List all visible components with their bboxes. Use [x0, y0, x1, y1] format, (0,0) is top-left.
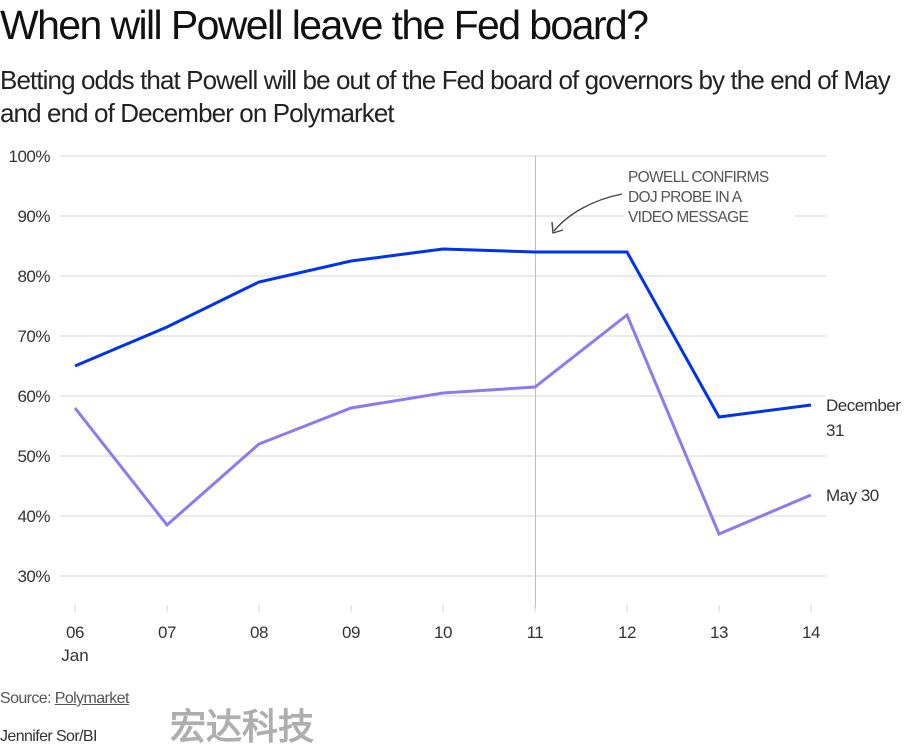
- x-tick-label: 08: [250, 623, 268, 642]
- series-label: December: [826, 396, 901, 415]
- x-tick-label: 14: [802, 623, 820, 642]
- x-tick-label: 06: [66, 623, 84, 642]
- x-tick-label: 11: [527, 623, 544, 642]
- x-tick-label: 13: [710, 623, 728, 642]
- annotation-text: POWELL CONFIRMS: [628, 169, 769, 186]
- y-tick-label: 50%: [17, 447, 50, 466]
- annotation-text: VIDEO MESSAGE: [628, 209, 748, 226]
- series-label: May 30: [826, 486, 879, 505]
- y-tick-label: 80%: [17, 267, 50, 286]
- y-tick-label: 30%: [17, 567, 50, 586]
- credit-line: Jennifer Sor/BI: [0, 728, 97, 745]
- source-line: Source: Polymarket: [0, 690, 129, 708]
- x-tick-label: 10: [434, 623, 452, 642]
- series-lines: [73, 247, 812, 536]
- y-tick-label: 90%: [17, 207, 50, 226]
- x-tick-label: 07: [158, 623, 176, 642]
- gridlines: [60, 155, 826, 577]
- series-line-december-31: [74, 247, 812, 419]
- series-label: 31: [826, 421, 844, 440]
- watermark: 宏达科技: [170, 707, 315, 748]
- source-link[interactable]: Polymarket: [54, 690, 130, 707]
- chart-subtitle: Betting odds that Powell will be out of …: [0, 65, 891, 128]
- source-prefix: Source:: [0, 690, 55, 707]
- y-tick-label: 100%: [9, 147, 51, 166]
- x-axis: 06 07 08 09 10 11 12 13 14 Jan: [61, 605, 820, 665]
- x-sublabel: Jan: [61, 646, 88, 665]
- annotation-text: DOJ PROBE IN A: [628, 189, 743, 206]
- line-chart: 30% 40% 50% 60% 70% 80% 90% 100% 06 07 08 09 10 11 12…: [9, 147, 902, 665]
- annotation: POWELL CONFIRMS DOJ PROBE IN A VIDEO MESSA…: [551, 164, 794, 234]
- y-tick-label: 70%: [17, 327, 50, 346]
- annotation-background: [624, 164, 794, 228]
- y-tick-label: 40%: [17, 507, 50, 526]
- x-tick-label: 12: [618, 623, 636, 642]
- series-labels: December 31 May 30: [826, 396, 902, 505]
- y-tick-label: 60%: [17, 387, 50, 406]
- y-axis-labels: 30% 40% 50% 60% 70% 80% 90% 100%: [9, 147, 51, 586]
- annotation-arrowhead-icon: [551, 221, 564, 234]
- series-line-may-30: [73, 312, 812, 536]
- x-tick-label: 09: [342, 623, 360, 642]
- annotation-arrow: [553, 193, 623, 232]
- chart-title: When will Powell leave the Fed board?: [0, 2, 649, 48]
